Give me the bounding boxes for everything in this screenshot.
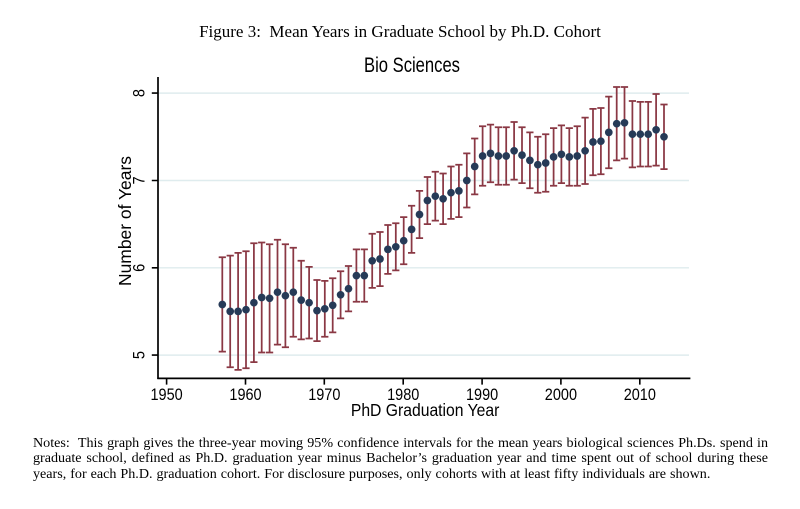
svg-text:1990: 1990 [466, 385, 498, 404]
svg-text:Bio Sciences: Bio Sciences [364, 54, 460, 77]
svg-text:PhD Graduation Year: PhD Graduation Year [351, 400, 500, 420]
svg-text:2000: 2000 [545, 385, 577, 404]
svg-text:2010: 2010 [624, 385, 656, 404]
svg-text:6: 6 [130, 264, 149, 272]
svg-text:Number of Years: Number of Years [115, 156, 135, 286]
svg-text:8: 8 [130, 89, 149, 97]
svg-text:1950: 1950 [151, 385, 183, 404]
svg-text:1980: 1980 [387, 385, 419, 404]
svg-text:7: 7 [130, 176, 149, 184]
svg-text:5: 5 [130, 351, 149, 359]
svg-text:1960: 1960 [229, 385, 261, 404]
svg-text:1970: 1970 [308, 385, 340, 404]
